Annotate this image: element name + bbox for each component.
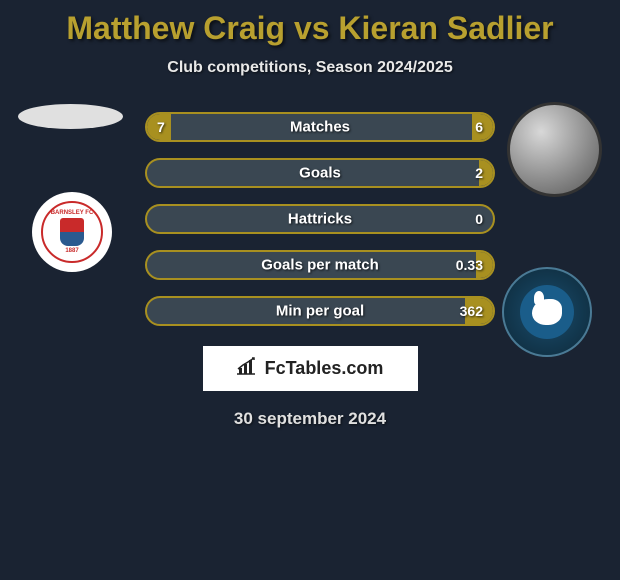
player-left-avatar (18, 104, 123, 129)
bar-label: Min per goal (276, 303, 364, 320)
date-text: 30 september 2024 (0, 409, 620, 429)
stat-bar: Hattricks 0 (145, 204, 495, 234)
club-left-badge: BARNSLEY FC 1887 (32, 192, 112, 272)
bar-value-right: 362 (460, 303, 483, 319)
bar-value-right: 0.33 (456, 257, 483, 273)
bar-value-right: 6 (475, 119, 483, 135)
bar-value-right: 2 (475, 165, 483, 181)
stat-bar: Min per goal 362 (145, 296, 495, 326)
stats-area: BARNSLEY FC 1887 Matches 7 6 Goals 2 Hattrick… (10, 112, 610, 326)
bar-label: Goals (299, 165, 341, 182)
brand-text: FcTables.com (265, 358, 384, 379)
club-right-badge (502, 267, 592, 357)
subtitle: Club competitions, Season 2024/2025 (0, 59, 620, 77)
stat-bar: Matches 7 6 (145, 112, 495, 142)
bar-value-left: 7 (157, 119, 165, 135)
page-title: Matthew Craig vs Kieran Sadlier (0, 10, 620, 47)
chart-icon (237, 356, 259, 381)
player-right-avatar (507, 102, 602, 197)
bar-value-right: 0 (475, 211, 483, 227)
bar-label: Hattricks (288, 211, 352, 228)
stat-bars: Matches 7 6 Goals 2 Hattricks 0 Goals per match… (145, 112, 495, 326)
stat-bar: Goals 2 (145, 158, 495, 188)
bar-label: Matches (290, 119, 350, 136)
swan-icon (532, 299, 562, 325)
club-left-text-top: BARNSLEY FC (51, 210, 94, 216)
brand-box: FcTables.com (203, 346, 418, 391)
stat-bar: Goals per match 0.33 (145, 250, 495, 280)
club-left-shield-icon (60, 218, 84, 246)
bar-label: Goals per match (261, 257, 379, 274)
club-left-text-bottom: 1887 (65, 248, 78, 254)
